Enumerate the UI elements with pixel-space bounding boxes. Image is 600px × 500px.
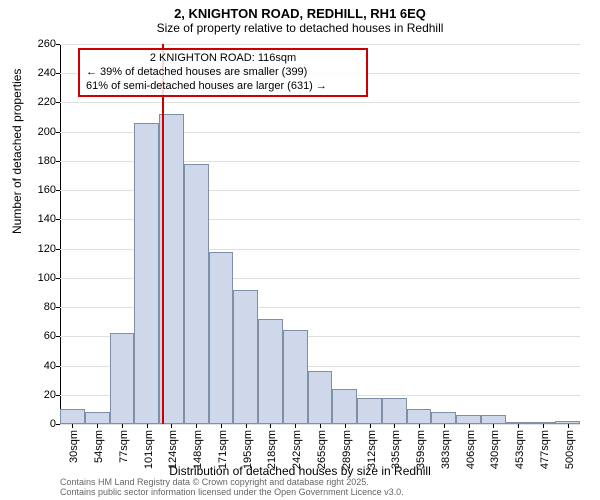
y-tick-mark bbox=[56, 307, 60, 308]
x-tick-mark bbox=[295, 424, 296, 428]
y-tick-label: 220 bbox=[38, 96, 56, 108]
x-tick-mark bbox=[518, 424, 519, 428]
grid-line bbox=[60, 102, 580, 103]
histogram-bar bbox=[283, 330, 308, 424]
grid-line bbox=[60, 44, 580, 45]
y-axis-label: Number of detached properties bbox=[10, 69, 24, 234]
x-tick-mark bbox=[196, 424, 197, 428]
y-tick-label: 260 bbox=[38, 38, 56, 50]
x-tick-mark bbox=[122, 424, 123, 428]
histogram-bar bbox=[184, 164, 209, 424]
x-tick-mark bbox=[444, 424, 445, 428]
y-tick-label: 140 bbox=[38, 213, 56, 225]
histogram-bar bbox=[431, 412, 456, 424]
callout-line: 2 KNIGHTON ROAD: 116sqm bbox=[86, 52, 360, 66]
y-tick-label: 120 bbox=[38, 243, 56, 255]
x-tick-mark bbox=[394, 424, 395, 428]
chart-container: 2, KNIGHTON ROAD, REDHILL, RH1 6EQ Size … bbox=[0, 0, 600, 500]
histogram-bar bbox=[308, 371, 333, 424]
histogram-bar bbox=[110, 333, 135, 424]
histogram-bar bbox=[134, 123, 159, 424]
callout-line: 61% of semi-detached houses are larger (… bbox=[86, 80, 360, 94]
y-tick-label: 60 bbox=[44, 330, 56, 342]
x-tick-mark bbox=[469, 424, 470, 428]
y-tick-label: 20 bbox=[44, 389, 56, 401]
histogram-bar bbox=[209, 252, 234, 424]
y-tick-mark bbox=[56, 424, 60, 425]
chart-title: 2, KNIGHTON ROAD, REDHILL, RH1 6EQ bbox=[0, 0, 600, 21]
histogram-bar bbox=[85, 412, 110, 424]
y-tick-mark bbox=[56, 336, 60, 337]
plot-area: 02040608010012014016018020022024026030sq… bbox=[60, 44, 580, 424]
x-tick-mark bbox=[72, 424, 73, 428]
histogram-bar bbox=[481, 415, 506, 424]
x-tick-mark bbox=[370, 424, 371, 428]
y-tick-mark bbox=[56, 44, 60, 45]
histogram-bar bbox=[456, 415, 481, 424]
reference-marker bbox=[162, 44, 164, 424]
y-tick-label: 0 bbox=[50, 418, 56, 430]
y-tick-label: 80 bbox=[44, 301, 56, 313]
callout-line: ← 39% of detached houses are smaller (39… bbox=[86, 66, 360, 80]
x-tick-mark bbox=[171, 424, 172, 428]
y-tick-mark bbox=[56, 249, 60, 250]
chart-subtitle: Size of property relative to detached ho… bbox=[0, 21, 600, 35]
x-tick-mark bbox=[246, 424, 247, 428]
y-tick-mark bbox=[56, 190, 60, 191]
y-tick-mark bbox=[56, 278, 60, 279]
y-tick-label: 100 bbox=[38, 272, 56, 284]
x-tick-mark bbox=[320, 424, 321, 428]
y-tick-label: 240 bbox=[38, 67, 56, 79]
x-tick-mark bbox=[568, 424, 569, 428]
y-axis-line bbox=[60, 44, 61, 424]
x-tick-mark bbox=[419, 424, 420, 428]
y-tick-label: 40 bbox=[44, 360, 56, 372]
y-tick-mark bbox=[56, 395, 60, 396]
histogram-bar bbox=[332, 389, 357, 424]
callout-box: 2 KNIGHTON ROAD: 116sqm← 39% of detached… bbox=[78, 48, 368, 97]
y-tick-label: 160 bbox=[38, 184, 56, 196]
x-tick-mark bbox=[147, 424, 148, 428]
x-tick-mark bbox=[493, 424, 494, 428]
x-tick-label: 54sqm bbox=[93, 430, 105, 463]
histogram-bar bbox=[258, 319, 283, 424]
x-tick-mark bbox=[97, 424, 98, 428]
x-tick-mark bbox=[221, 424, 222, 428]
histogram-bar bbox=[357, 398, 382, 424]
histogram-bar bbox=[407, 409, 432, 424]
y-tick-mark bbox=[56, 219, 60, 220]
footer-attribution: Contains HM Land Registry data © Crown c… bbox=[60, 478, 404, 498]
y-tick-label: 180 bbox=[38, 155, 56, 167]
y-tick-mark bbox=[56, 73, 60, 74]
y-tick-mark bbox=[56, 161, 60, 162]
y-tick-mark bbox=[56, 366, 60, 367]
y-tick-label: 200 bbox=[38, 126, 56, 138]
x-tick-mark bbox=[270, 424, 271, 428]
histogram-bar bbox=[233, 290, 258, 424]
y-tick-mark bbox=[56, 102, 60, 103]
y-tick-mark bbox=[56, 132, 60, 133]
x-tick-mark bbox=[543, 424, 544, 428]
footer-line-2: Contains public sector information licen… bbox=[60, 488, 404, 498]
x-axis-label: Distribution of detached houses by size … bbox=[0, 464, 600, 478]
x-tick-label: 77sqm bbox=[118, 430, 130, 463]
histogram-bar bbox=[60, 409, 85, 424]
x-tick-label: 30sqm bbox=[68, 430, 80, 463]
histogram-bar bbox=[382, 398, 407, 424]
x-tick-mark bbox=[345, 424, 346, 428]
